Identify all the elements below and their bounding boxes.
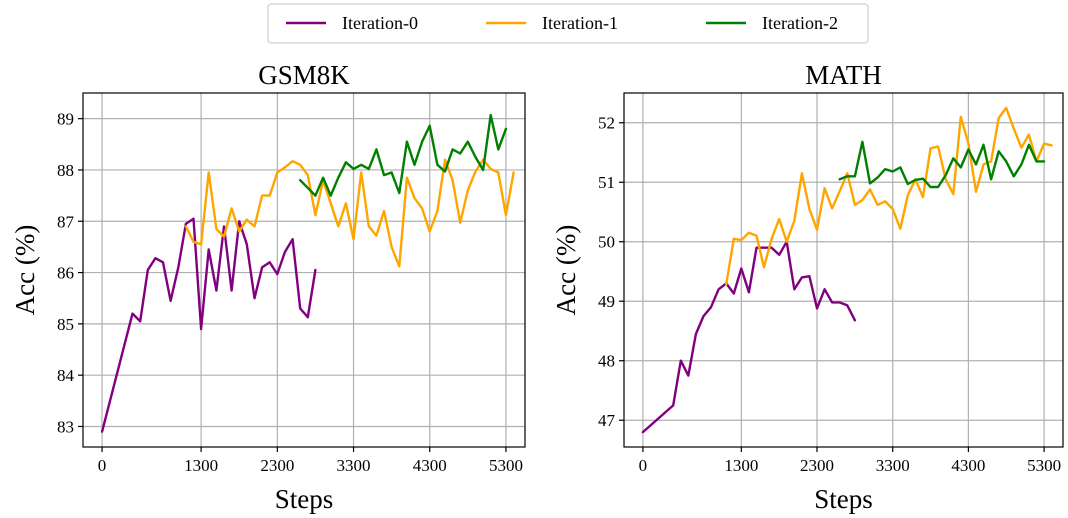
math-series-iteration-0 xyxy=(641,240,857,434)
x-tick-label: 4300 xyxy=(951,456,985,475)
gsm8k-series-iteration-1 xyxy=(184,158,515,268)
legend-item-iteration-2: Iteration-2 xyxy=(706,13,838,33)
y-tick-label: 49 xyxy=(598,292,615,311)
gsm8k-series xyxy=(100,113,515,433)
y-tick-label: 89 xyxy=(57,110,74,129)
x-tick-label: 1300 xyxy=(184,456,218,475)
legend: Iteration-0 Iteration-1 Iteration-2 xyxy=(267,3,869,44)
math-series-iteration-2 xyxy=(838,140,1046,189)
math-y-axis-label: Acc (%) xyxy=(551,225,581,316)
x-tick-label: 4300 xyxy=(413,456,447,475)
gsm8k-title: GSM8K xyxy=(258,60,350,90)
math-title: MATH xyxy=(805,60,882,90)
x-tick-label: 0 xyxy=(98,456,107,475)
gsm8k-grid xyxy=(83,93,525,447)
math-panel: 0 1300 2300 3300 4300 5300 47 48 49 50 51 52 MATH Ste… xyxy=(551,60,1064,514)
gsm8k-series-iteration-0 xyxy=(100,217,317,433)
y-tick-label: 83 xyxy=(57,417,74,436)
y-tick-label: 47 xyxy=(598,411,616,430)
y-tick-label: 48 xyxy=(598,352,615,371)
y-tick-label: 84 xyxy=(57,366,75,385)
math-series-iteration-1 xyxy=(725,106,1053,286)
y-tick-label: 85 xyxy=(57,315,74,334)
y-tick-label: 88 xyxy=(57,161,74,180)
legend-label: Iteration-1 xyxy=(542,13,618,33)
legend-item-iteration-1: Iteration-1 xyxy=(486,13,618,33)
x-tick-label: 5300 xyxy=(489,456,523,475)
math-ticks: 0 1300 2300 3300 4300 5300 47 48 49 50 51 52 xyxy=(598,114,1061,475)
gsm8k-series-iteration-2 xyxy=(299,113,508,197)
gsm8k-ticks: 0 1300 2300 3300 4300 5300 83 84 85 86 87 88 89 xyxy=(57,110,523,475)
y-tick-label: 51 xyxy=(598,173,615,192)
y-tick-label: 87 xyxy=(57,212,75,231)
legend-box xyxy=(267,3,869,44)
legend-label: Iteration-2 xyxy=(762,13,838,33)
legend-label: Iteration-0 xyxy=(342,13,418,33)
gsm8k-x-axis-label: Steps xyxy=(275,484,334,514)
y-tick-label: 52 xyxy=(598,114,615,133)
x-tick-label: 1300 xyxy=(724,456,758,475)
x-tick-label: 2300 xyxy=(260,456,294,475)
x-tick-label: 3300 xyxy=(876,456,910,475)
math-axes-frame xyxy=(623,92,1064,448)
x-tick-label: 3300 xyxy=(337,456,371,475)
math-x-axis-label: Steps xyxy=(814,484,873,514)
gsm8k-panel: 0 1300 2300 3300 4300 5300 83 84 85 86 87 88 89 GSM8K… xyxy=(10,60,526,514)
legend-item-iteration-0: Iteration-0 xyxy=(286,13,418,33)
x-tick-label: 5300 xyxy=(1027,456,1061,475)
math-grid xyxy=(624,93,1063,447)
y-tick-label: 86 xyxy=(57,264,74,283)
math-series xyxy=(641,106,1053,434)
x-tick-label: 0 xyxy=(639,456,648,475)
y-tick-label: 50 xyxy=(598,233,615,252)
gsm8k-y-axis-label: Acc (%) xyxy=(10,225,40,316)
gsm8k-axes-frame xyxy=(82,92,526,448)
x-tick-label: 2300 xyxy=(800,456,834,475)
